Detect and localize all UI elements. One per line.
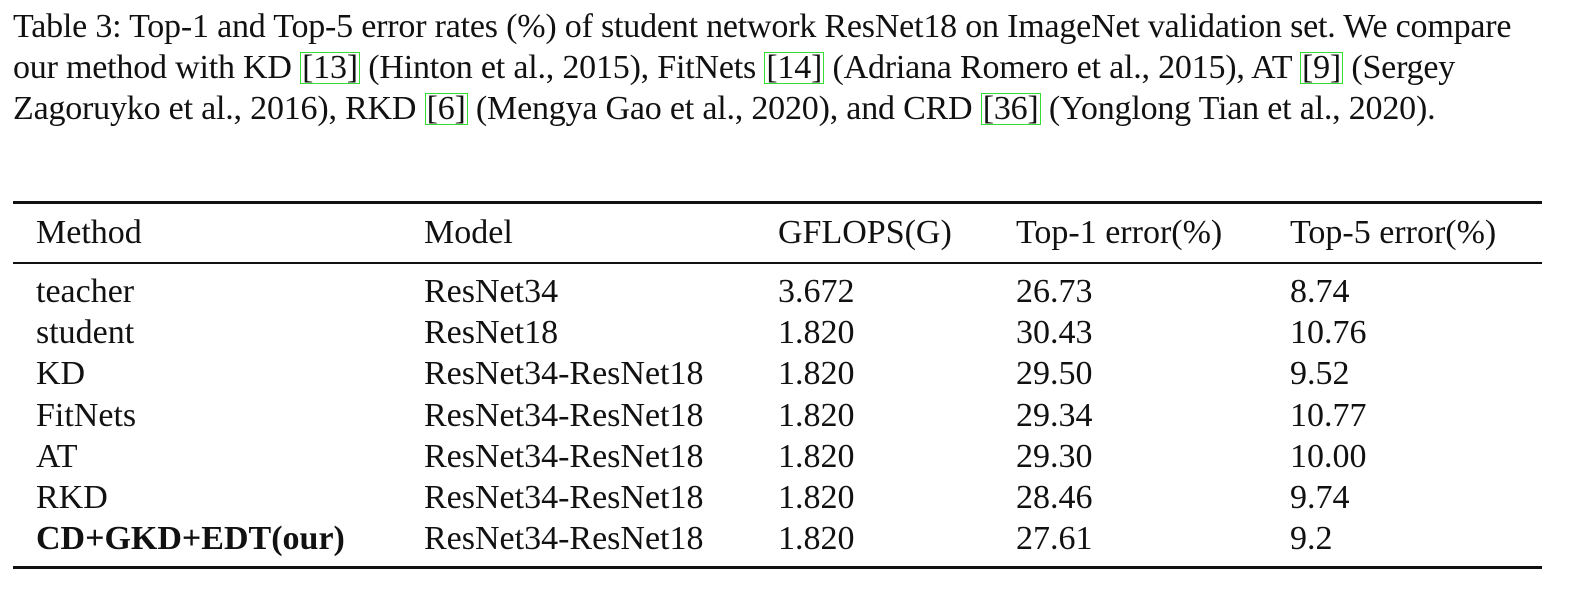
cell-gflops: 1.820 [778, 479, 855, 517]
table-header-row: Method Model GFLOPS(G) Top-1 error(%) To… [13, 204, 1542, 262]
cell-top5-error: 8.74 [1290, 272, 1350, 310]
cell-top1-error: 26.73 [1016, 272, 1093, 310]
cell-gflops: 1.820 [778, 520, 855, 558]
caption-text: (Mengya Gao et al., 2020), and CRD [467, 90, 981, 127]
cell-method: RKD [36, 479, 108, 517]
table-bottom-rule [13, 566, 1542, 570]
table-top-rule [13, 201, 1542, 204]
column-header-model: Model [424, 214, 513, 251]
caption-text: (Sergey Zagoruyko et al., 2016), RKD [13, 49, 1456, 127]
cell-model: ResNet34 [424, 272, 559, 310]
cell-top5-error: 10.77 [1290, 396, 1367, 434]
cell-top5-error: 10.00 [1290, 437, 1367, 475]
caption-text: (Yonglong Tian et al., 2020). [1040, 90, 1436, 127]
cell-top1-error: 30.43 [1016, 313, 1093, 351]
citation-link-13[interactable]: [13] [300, 49, 360, 86]
cell-method: CD+GKD+EDT(our) [36, 520, 345, 558]
cell-model: ResNet34-ResNet18 [424, 355, 704, 393]
cell-gflops: 1.820 [778, 396, 855, 434]
cell-top5-error: 9.2 [1290, 520, 1333, 558]
cell-top1-error: 29.34 [1016, 396, 1093, 434]
caption-text: (Hinton et al., 2015), FitNets [359, 49, 765, 86]
table-row: student ResNet18 1.820 30.43 10.76 [13, 312, 1542, 353]
table-row-ours: CD+GKD+EDT(our) ResNet34-ResNet18 1.820 … [13, 519, 1542, 566]
caption-text: Top-1 and Top-5 error rates (%) of stude… [13, 8, 1512, 86]
caption-label: Table 3: [13, 8, 122, 45]
cell-method: student [36, 313, 135, 351]
table-row: FitNets ResNet34-ResNet18 1.820 29.34 10… [13, 395, 1542, 436]
table-caption: Table 3: Top-1 and Top-5 error rates (%)… [13, 6, 1548, 129]
cell-top5-error: 9.74 [1290, 479, 1350, 517]
table-row: RKD ResNet34-ResNet18 1.820 28.46 9.74 [13, 477, 1542, 518]
cell-gflops: 1.820 [778, 355, 855, 393]
cell-method: AT [36, 437, 78, 475]
cell-top1-error: 29.50 [1016, 355, 1093, 393]
cell-method: teacher [36, 272, 135, 310]
cell-method: FitNets [36, 396, 137, 434]
citation-link-6[interactable]: [6] [424, 90, 468, 127]
results-table: Method Model GFLOPS(G) Top-1 error(%) To… [13, 201, 1542, 570]
cell-model: ResNet18 [424, 313, 559, 351]
cell-model: ResNet34-ResNet18 [424, 437, 704, 475]
cell-method: KD [36, 355, 86, 393]
column-header-top1-error: Top-1 error(%) [1016, 214, 1223, 251]
cell-top1-error: 29.30 [1016, 437, 1093, 475]
citation-link-9[interactable]: [9] [1300, 49, 1344, 86]
citation-link-14[interactable]: [14] [764, 49, 825, 86]
cell-top5-error: 9.52 [1290, 355, 1350, 393]
cell-top1-error: 27.61 [1016, 520, 1093, 558]
cell-top1-error: 28.46 [1016, 479, 1093, 517]
column-header-top5-error: Top-5 error(%) [1290, 214, 1497, 251]
caption-text: (Adriana Romero et al., 2015), AT [824, 49, 1300, 86]
cell-model: ResNet34-ResNet18 [424, 520, 704, 558]
table-row: KD ResNet34-ResNet18 1.820 29.50 9.52 [13, 354, 1542, 395]
cell-model: ResNet34-ResNet18 [424, 396, 704, 434]
cell-gflops: 3.672 [778, 272, 855, 310]
column-header-method: Method [36, 214, 142, 251]
cell-top5-error: 10.76 [1290, 313, 1367, 351]
citation-link-36[interactable]: [36] [980, 90, 1041, 127]
cell-model: ResNet34-ResNet18 [424, 479, 704, 517]
column-header-gflops: GFLOPS(G) [778, 214, 952, 251]
table-row: AT ResNet34-ResNet18 1.820 29.30 10.00 [13, 436, 1542, 477]
cell-gflops: 1.820 [778, 437, 855, 475]
table-row: teacher ResNet34 3.672 26.73 8.74 [13, 264, 1542, 312]
table-header-rule [13, 262, 1542, 264]
cell-gflops: 1.820 [778, 313, 855, 351]
table-body: teacher ResNet34 3.672 26.73 8.74 studen… [13, 264, 1542, 566]
